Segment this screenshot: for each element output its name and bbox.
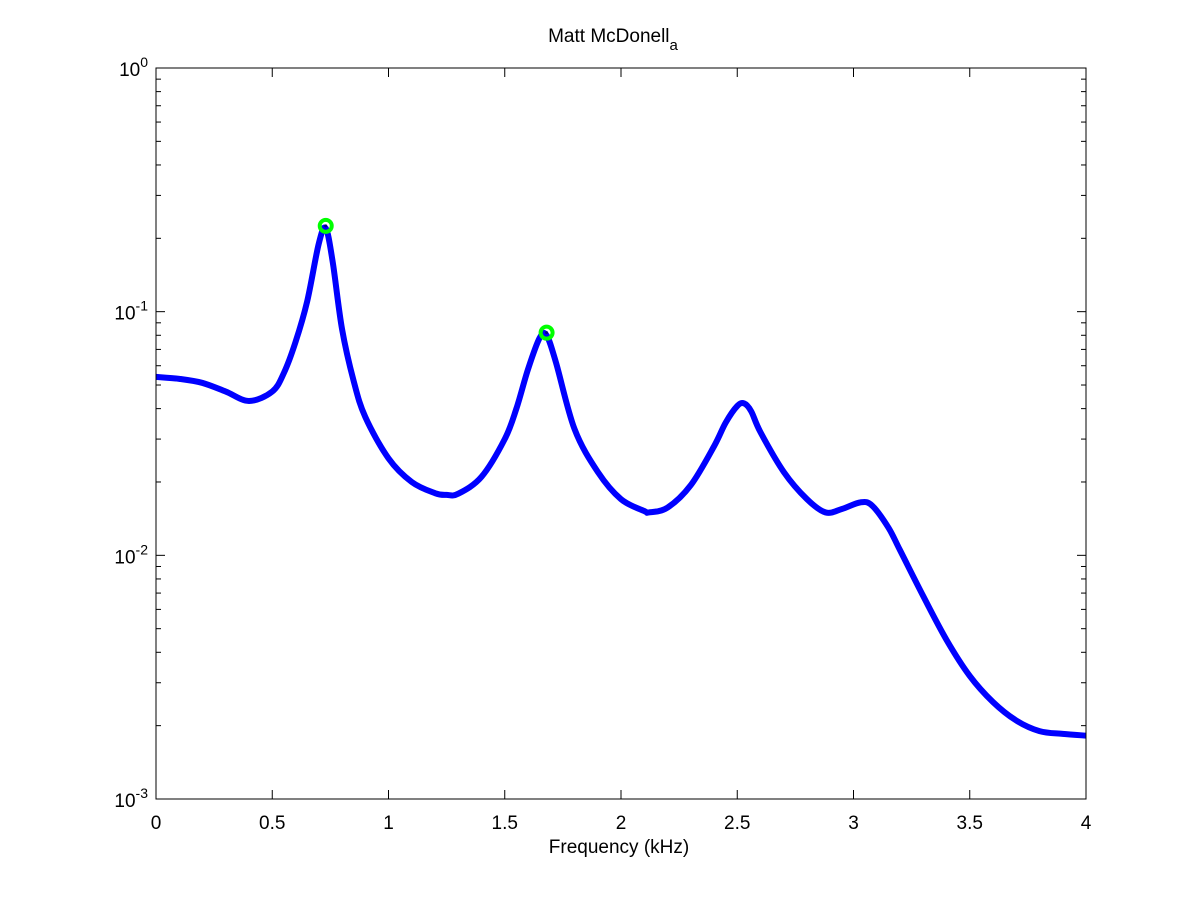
peak-marker-0 xyxy=(317,217,334,234)
x-tick-label: 1.5 xyxy=(492,813,518,834)
y-tick-label: 10-1 xyxy=(114,298,148,325)
plot-frame xyxy=(155,67,1087,800)
y-tick-label: 10-2 xyxy=(114,541,148,568)
x-tick-label: 2.5 xyxy=(724,813,750,834)
peak-marker-dot-0 xyxy=(324,224,328,228)
x-tick-label: 4 xyxy=(1081,813,1092,834)
peak-marker-dot-1 xyxy=(545,331,549,335)
markers-layer xyxy=(317,217,555,341)
peak-marker-1 xyxy=(538,324,555,341)
y-tick-label: 10-3 xyxy=(114,785,148,812)
y-tick-label: 100 xyxy=(119,54,148,81)
x-axis-label: Frequency (kHz) xyxy=(549,837,689,858)
x-tick-label: 3 xyxy=(848,813,859,834)
x-tick-label: 1 xyxy=(383,813,394,834)
chart-title: Matt McDonella xyxy=(548,26,678,54)
x-tick-label: 2 xyxy=(616,813,627,834)
chart-title-subscript: a xyxy=(670,37,679,54)
series-layer xyxy=(155,224,1087,739)
axis-ticks: 0 0.5 1 1.5 2 2.5 3 3.5 4 100 10-1 10-2 10-3 xyxy=(114,54,1091,834)
x-tick-label: 3.5 xyxy=(957,813,983,834)
x-tick-label: 0.5 xyxy=(259,813,285,834)
plot-area xyxy=(156,68,1086,799)
x-tick-label: 0 xyxy=(151,813,162,834)
series-line-0 xyxy=(155,224,1087,739)
